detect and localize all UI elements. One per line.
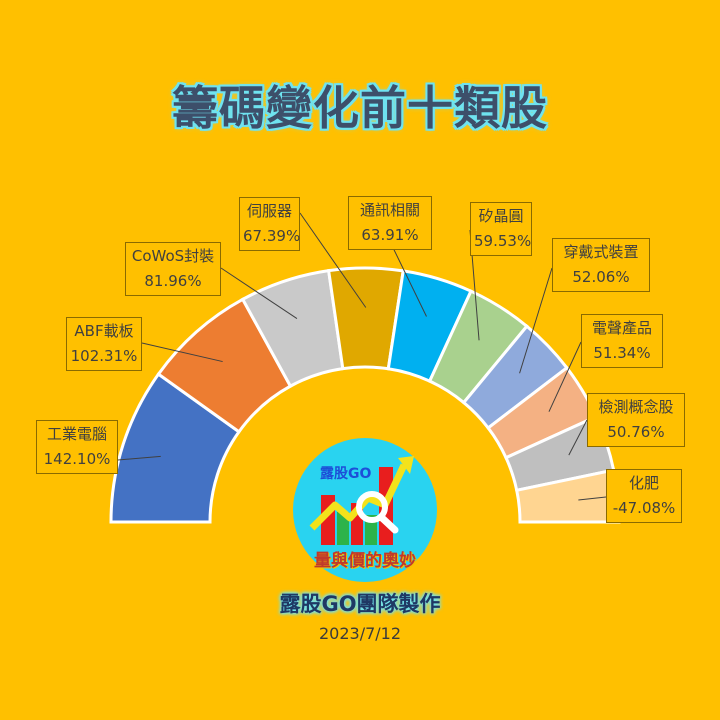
label-acoustic: 電聲產品 51.34% (581, 314, 663, 368)
arrow-head-icon (398, 456, 414, 474)
label-name: 工業電腦 (46, 425, 107, 443)
label-fertilizer: 化肥 -47.08% (606, 469, 682, 523)
label-abf-substrate: ABF載板 102.31% (66, 317, 142, 371)
label-name: 矽晶圓 (478, 207, 524, 225)
label-cowos: CoWoS封裝 81.96% (125, 242, 221, 296)
label-name: 通訊相關 (359, 201, 420, 219)
label-value: 51.34% (593, 344, 651, 362)
label-value: -47.08% (612, 499, 676, 517)
leader-line (548, 341, 582, 412)
leader-line (220, 267, 298, 319)
label-silicon-wafer: 矽晶圓 59.53% (470, 202, 532, 256)
label-name: 穿戴式裝置 (563, 243, 639, 261)
leader-line (299, 212, 367, 308)
leader-line (578, 496, 607, 501)
label-value: 59.53% (474, 232, 532, 250)
label-value: 67.39% (243, 227, 301, 245)
logo-brand: 露股GO (320, 466, 372, 482)
label-value: 81.96% (144, 272, 202, 290)
label-telecom: 通訊相關 63.91% (348, 196, 432, 250)
magnifier-icon (356, 491, 388, 523)
label-name: CoWoS封裝 (131, 247, 215, 265)
chart-segments (109, 266, 621, 524)
label-name: 化肥 (628, 474, 659, 492)
label-industrial-pc: 工業電腦 142.10% (36, 420, 118, 474)
label-name: 檢測概念股 (598, 398, 674, 416)
chart-title: 籌碼變化前十類股 (172, 81, 548, 135)
label-value: 102.31% (70, 347, 138, 365)
label-value: 52.06% (572, 268, 630, 286)
label-wearables: 穿戴式裝置 52.06% (552, 238, 650, 292)
logo (293, 438, 437, 582)
credit-text: 露股GO團隊製作 (279, 592, 441, 616)
leader-line (568, 419, 588, 456)
label-value: 63.91% (361, 226, 419, 244)
label-name: 電聲產品 (591, 319, 652, 337)
leader-line (117, 455, 161, 461)
magnifier-handle-icon (377, 513, 399, 534)
logo-slogan: 量與價的奧妙 (314, 551, 416, 571)
label-name: 伺服器 (246, 202, 292, 220)
label-value: 50.76% (607, 423, 665, 441)
label-testing: 檢測概念股 50.76% (587, 393, 685, 447)
logo-bar-2 (337, 512, 349, 545)
label-value: 142.10% (43, 450, 111, 468)
leader-line (141, 342, 223, 363)
leader-line (519, 267, 553, 374)
label-name: ABF載板 (74, 322, 134, 340)
date-text: 2023/7/12 (318, 624, 402, 643)
label-server: 伺服器 67.39% (239, 197, 300, 251)
